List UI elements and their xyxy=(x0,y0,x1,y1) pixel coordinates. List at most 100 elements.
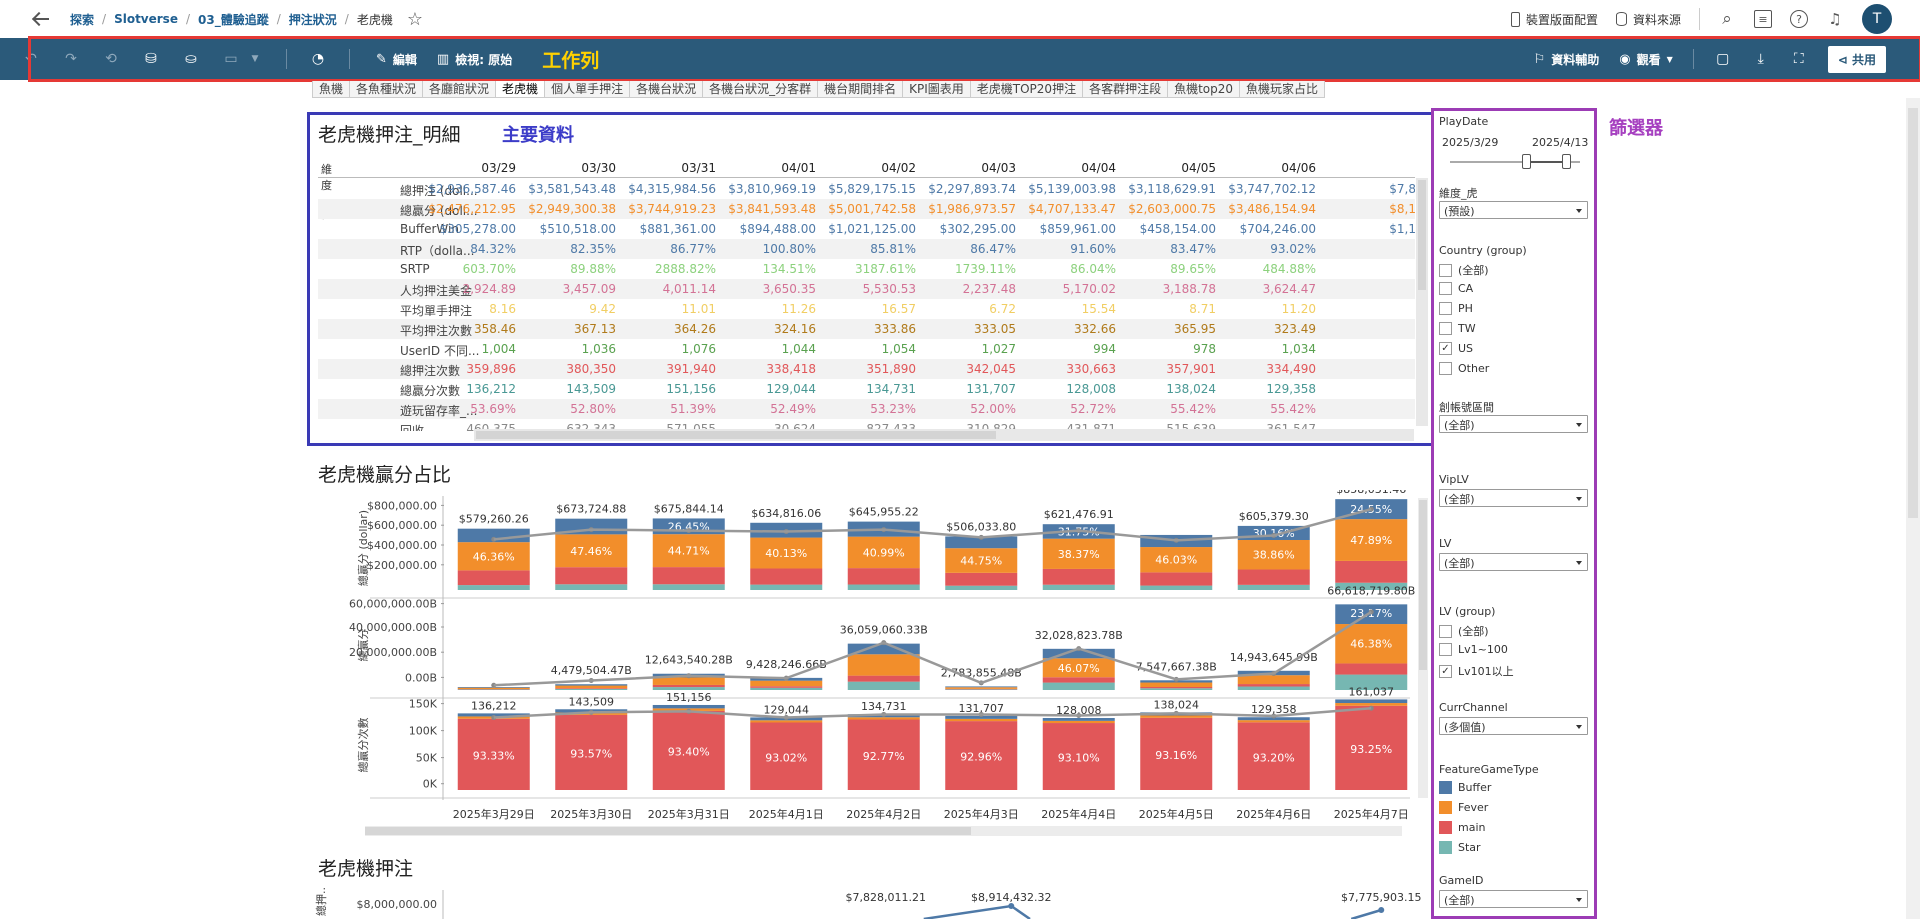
fullscreen-icon[interactable]: ⛶ xyxy=(1793,51,1804,67)
favorite-star-icon[interactable]: ☆ xyxy=(406,8,423,30)
table-cell: 351,890 xyxy=(866,362,916,376)
country-option[interactable]: Other xyxy=(1439,362,1489,375)
tab-5[interactable]: 各機台狀況 xyxy=(629,81,704,98)
bar-segment-fever xyxy=(1140,682,1213,687)
search-icon[interactable]: ⌕ xyxy=(1722,9,1732,29)
checkbox[interactable] xyxy=(1439,643,1452,656)
crosstab-horizontal-scrollbar[interactable] xyxy=(474,429,1414,441)
checkbox[interactable] xyxy=(1439,302,1452,315)
playdate-slider-end-handle[interactable] xyxy=(1562,154,1571,169)
comments-icon[interactable]: ▢ xyxy=(1716,51,1730,67)
bar-pct-label: 93.16% xyxy=(1155,749,1197,762)
tab-4[interactable]: 個人單手押注 xyxy=(544,81,631,98)
scrollbar-thumb[interactable] xyxy=(1418,180,1426,290)
toolbar-divider xyxy=(286,49,287,69)
table-row: 平均押注次數 358.46 367.13 364.26 324.16 333.86 333.… xyxy=(318,319,1415,339)
metrics-icon[interactable]: ◔ xyxy=(311,51,325,67)
channel-filter-select[interactable]: (多個值) xyxy=(1439,717,1588,735)
tab-7[interactable]: 機台期間排名 xyxy=(817,81,904,98)
dim-filter-select[interactable]: (預設) xyxy=(1439,201,1588,219)
bar-segment-star xyxy=(750,584,823,590)
crosstab-vertical-scrollbar[interactable] xyxy=(1416,178,1428,426)
tab-9[interactable]: 老虎機TOP20押注 xyxy=(969,81,1084,98)
device-layout-button[interactable]: 裝置版面配置 xyxy=(1510,11,1598,28)
refresh-data-icon[interactable]: ⛁ xyxy=(145,51,157,67)
table-cell: 138,024 xyxy=(1166,382,1216,396)
checkbox[interactable]: ✓ xyxy=(1439,342,1452,355)
page-vertical-scrollbar[interactable] xyxy=(1906,98,1920,919)
table-cell: 367.13 xyxy=(574,322,616,336)
back-arrow-icon[interactable] xyxy=(30,9,54,29)
view-button[interactable]: ▥ 檢視: 原始 xyxy=(437,51,512,68)
breadcrumb-explore[interactable]: 探索 xyxy=(70,12,95,27)
breadcrumb-slotverse[interactable]: Slotverse xyxy=(114,12,178,26)
playdate-slider-track[interactable] xyxy=(1450,161,1580,163)
avatar[interactable]: T xyxy=(1862,4,1892,34)
country-option[interactable]: TW xyxy=(1439,322,1476,335)
legend-item[interactable]: main xyxy=(1439,821,1485,834)
toggle-icon[interactable]: ▭ xyxy=(224,51,238,67)
checkbox[interactable] xyxy=(1439,263,1452,277)
viplv-filter-select[interactable]: (全部) xyxy=(1439,489,1588,507)
row-label: UserID 不同... xyxy=(400,344,480,358)
country-option[interactable]: PH xyxy=(1439,302,1473,315)
tab-8[interactable]: KPI圖表用 xyxy=(902,81,971,98)
chevron-down-icon[interactable]: ▼ xyxy=(251,54,259,64)
share-button[interactable]: ⊲ 共用 xyxy=(1827,45,1886,73)
scrollbar-thumb[interactable] xyxy=(1908,108,1918,518)
gameid-filter-select[interactable]: (全部) xyxy=(1439,890,1588,908)
tab-1[interactable]: 各魚種狀況 xyxy=(349,81,424,98)
table-cell: 91.60% xyxy=(1070,242,1116,256)
tick-label: $400,000.00 xyxy=(367,539,437,552)
table-cell: 358.46 xyxy=(474,322,516,336)
bar-segment-star xyxy=(652,687,725,690)
help-icon[interactable]: ? xyxy=(1790,10,1808,28)
checkbox[interactable] xyxy=(1439,322,1452,335)
table-cell: 136,212 xyxy=(466,382,516,396)
table-row: 總贏分次數 136,212 143,509 151,156 129,044 134,731… xyxy=(318,379,1415,399)
tab-12[interactable]: 魚機玩家占比 xyxy=(1239,81,1326,98)
lvgroup-option[interactable]: (全部) xyxy=(1439,623,1489,639)
pause-updates-icon[interactable]: ⛀ xyxy=(185,51,197,67)
country-option[interactable]: ✓ US xyxy=(1439,342,1473,355)
scrollbar-thumb[interactable] xyxy=(476,431,996,439)
data-source-button[interactable]: 資料來源 xyxy=(1615,11,1681,28)
country-option[interactable]: CA xyxy=(1439,282,1473,295)
watch-button[interactable]: ◉ 觀看 ▼ xyxy=(1619,51,1673,68)
breadcrumb-experience[interactable]: 03_體驗追蹤 xyxy=(198,12,269,27)
lv-filter-select[interactable]: (全部) xyxy=(1439,553,1588,571)
download-icon[interactable]: ⤓ xyxy=(1757,51,1764,67)
undo-icon[interactable]: ↶ xyxy=(25,51,37,67)
bell-icon[interactable]: ♫ xyxy=(1828,10,1842,28)
lvgroup-option-label: Lv1~100 xyxy=(1458,643,1508,656)
tab-0[interactable]: 魚機 xyxy=(312,81,351,98)
tab-11[interactable]: 魚機top20 xyxy=(1167,81,1241,98)
notes-icon[interactable]: ≡ xyxy=(1754,10,1772,28)
crosstab-table: 維度_虎 03/2903/3003/3104/0104/0204/0304/04… xyxy=(318,155,1415,431)
table-cell: 8.16 xyxy=(489,302,516,316)
legend-item[interactable]: Buffer xyxy=(1439,781,1491,794)
checkbox[interactable] xyxy=(1439,282,1452,295)
redo-icon[interactable]: ↷ xyxy=(65,51,77,67)
row-label: 總贏分次數 xyxy=(400,384,461,398)
bar-segment-main xyxy=(1140,572,1213,586)
checkbox[interactable] xyxy=(1439,362,1452,375)
data-assist-button[interactable]: ⚐ 資料輔助 xyxy=(1534,51,1600,68)
bar-total-label: $621,476.91 xyxy=(1044,508,1114,521)
tab-3[interactable]: 老虎機 xyxy=(495,81,546,98)
region-filter-select[interactable]: (全部) xyxy=(1439,415,1588,433)
lvgroup-option[interactable]: Lv1~100 xyxy=(1439,643,1508,656)
checkbox[interactable] xyxy=(1439,624,1452,638)
edit-button[interactable]: ✎ 編輯 xyxy=(376,51,417,68)
playdate-slider-start-handle[interactable] xyxy=(1522,154,1531,169)
legend-item[interactable]: Fever xyxy=(1439,801,1488,814)
legend-item[interactable]: Star xyxy=(1439,841,1481,854)
revert-icon[interactable]: ⟲ xyxy=(105,51,117,67)
tab-6[interactable]: 各機台狀況_分客群 xyxy=(702,81,819,98)
lvgroup-option[interactable]: ✓ Lv101以上 xyxy=(1439,663,1514,679)
tab-2[interactable]: 各廳館狀況 xyxy=(422,81,497,98)
breadcrumb-bets[interactable]: 押注狀況 xyxy=(288,12,337,27)
country-option[interactable]: (全部) xyxy=(1439,262,1489,278)
checkbox[interactable]: ✓ xyxy=(1439,664,1452,678)
tab-10[interactable]: 各客群押注段 xyxy=(1082,81,1169,98)
